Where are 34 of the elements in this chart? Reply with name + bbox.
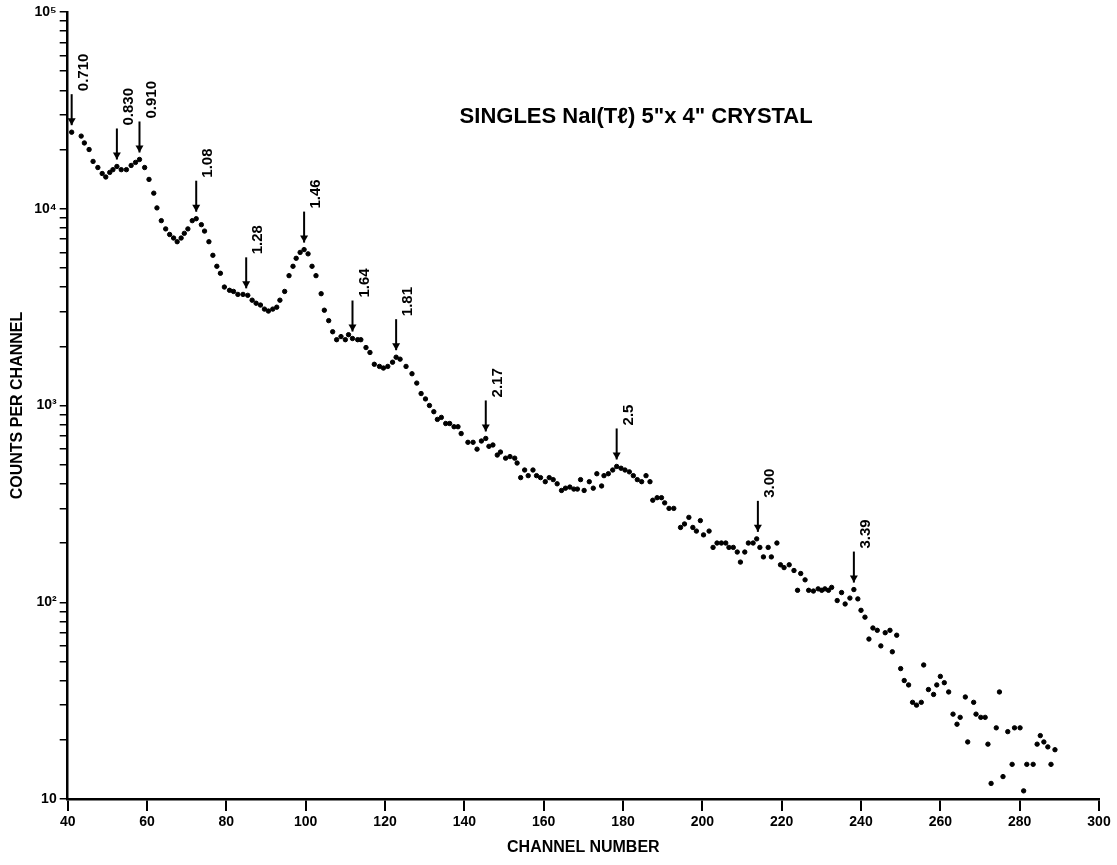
annotation: 2.5	[618, 404, 636, 426]
text: SINGLES NaI(Tℓ) 5"x 4" CRYSTAL	[459, 103, 813, 129]
x-tick-label: 40	[59, 813, 76, 830]
x-tick-label: 300	[1087, 813, 1111, 830]
x-tick-label: 280	[1007, 813, 1032, 830]
x-tick-label: 200	[690, 813, 715, 830]
annotation: 0.910	[141, 80, 159, 119]
annotation: 3.39	[856, 519, 874, 549]
annotation: 2.17	[487, 368, 505, 398]
y-tick-label: 10³	[36, 396, 58, 413]
y-tick-label: 10²	[36, 593, 58, 610]
annotation: 1.81	[398, 286, 416, 317]
x-tick-label: 60	[139, 813, 156, 830]
y-axis-title: COUNTS PER CHANNEL	[8, 311, 26, 500]
x-tick-label: 80	[218, 813, 235, 830]
annotation: 1.46	[306, 179, 324, 209]
x-axis-title: CHANNEL NUMBER	[507, 837, 661, 855]
annotation: 0.830	[119, 87, 137, 126]
annotation: 1.28	[248, 225, 266, 255]
x-tick-label: 160	[532, 813, 556, 830]
x-tick-label: 120	[373, 813, 397, 830]
y-tick-label: 10⁵	[34, 2, 57, 19]
y-tick-label: 10⁴	[34, 199, 57, 216]
annotation: 0.710	[73, 53, 91, 92]
y-tick-label: 10	[41, 789, 57, 806]
x-tick-label: 140	[452, 813, 477, 830]
annotation: 1.08	[198, 148, 216, 178]
x-tick-label: 240	[849, 813, 873, 830]
annotation: 1.64	[354, 267, 372, 298]
annotation: 3.00	[760, 468, 778, 498]
x-tick-label: 100	[294, 813, 318, 830]
x-tick-label: 220	[770, 813, 794, 830]
x-tick-label: 180	[611, 813, 635, 830]
x-tick-label: 260	[928, 813, 953, 830]
